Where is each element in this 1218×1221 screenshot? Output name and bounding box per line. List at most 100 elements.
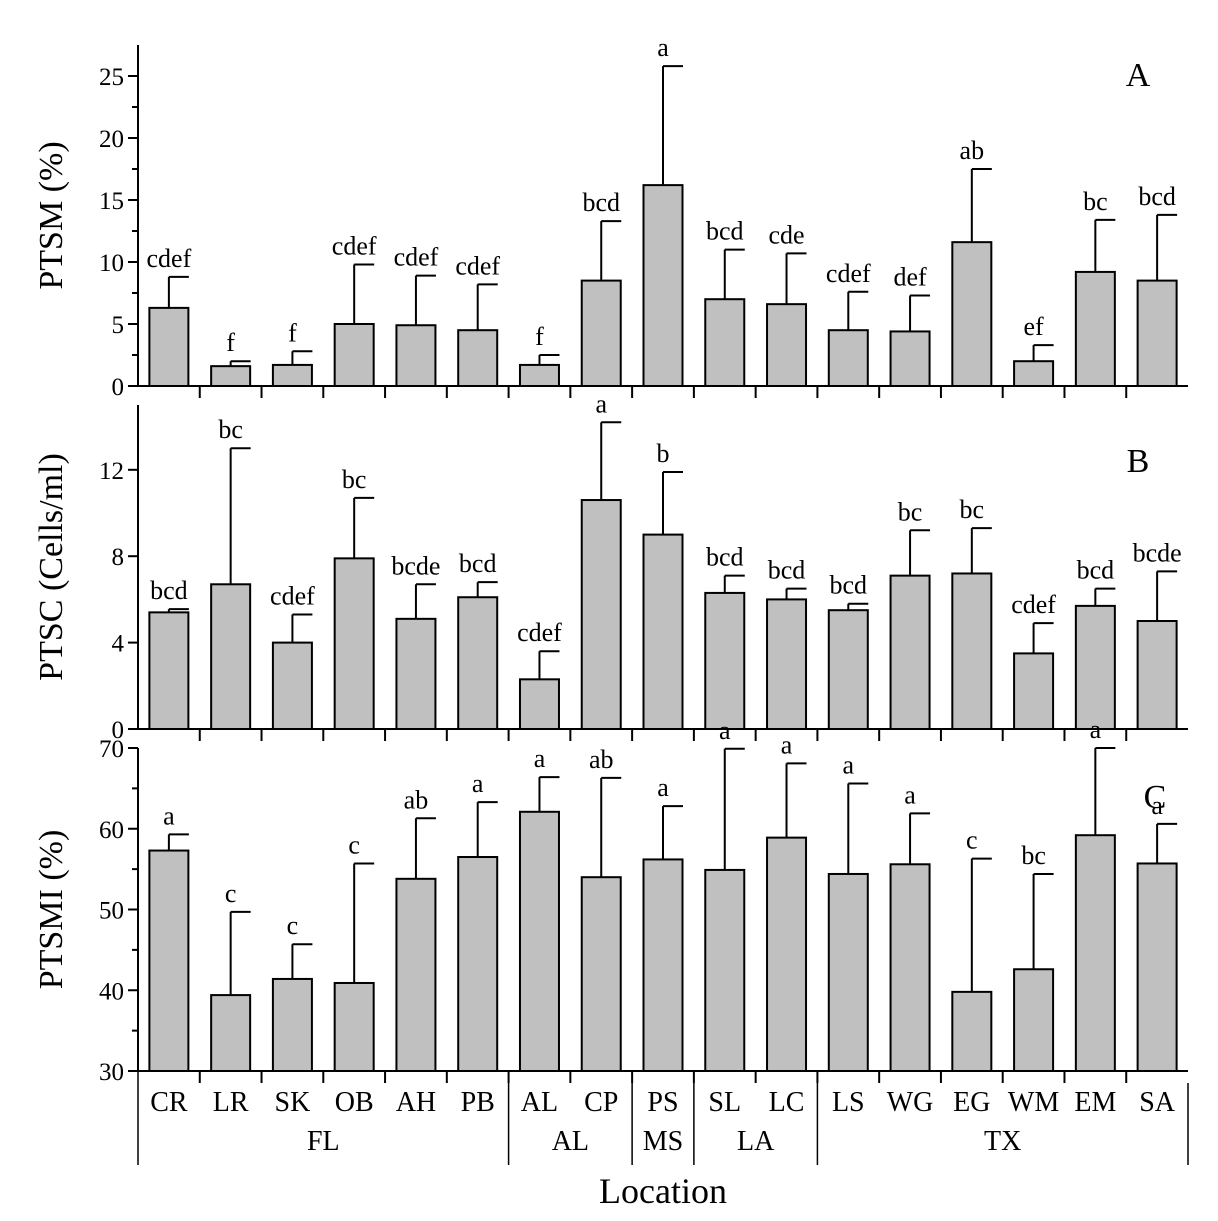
- bar: [1136, 862, 1178, 1072]
- significance-label: cde: [768, 220, 804, 249]
- category-label: SK: [275, 1087, 311, 1118]
- significance-label: f: [288, 318, 297, 347]
- bar: [704, 591, 746, 730]
- significance-label: ef: [1023, 312, 1044, 341]
- significance-label: bcde: [391, 551, 440, 580]
- significance-label: c: [225, 879, 237, 908]
- significance-label: a: [904, 780, 916, 809]
- y-tick-label: 0: [112, 374, 125, 401]
- significance-label: bcd: [1138, 182, 1176, 211]
- significance-label: a: [1090, 715, 1102, 744]
- bar: [518, 678, 560, 731]
- panel-letter: B: [1127, 443, 1150, 480]
- bar: [518, 810, 560, 1072]
- bar: [148, 849, 190, 1072]
- bar: [1013, 360, 1055, 388]
- category-label: WG: [887, 1087, 934, 1118]
- group-label: FL: [307, 1126, 340, 1157]
- y-axis-title: PTSC (Cells/ml): [33, 453, 70, 681]
- bar: [271, 977, 313, 1073]
- bar: [951, 572, 993, 730]
- bar: [951, 990, 993, 1072]
- bar: [1013, 652, 1055, 731]
- significance-label: cdef: [826, 259, 871, 288]
- group-label: AL: [552, 1126, 589, 1157]
- bar: [395, 324, 437, 387]
- significance-label: bcd: [1077, 556, 1115, 585]
- bar: [766, 303, 808, 387]
- category-label: EM: [1074, 1087, 1116, 1118]
- significance-label: c: [348, 830, 360, 859]
- category-label: CP: [584, 1087, 618, 1118]
- significance-label: a: [534, 744, 546, 773]
- y-tick-label: 30: [99, 1059, 124, 1086]
- bar: [457, 329, 499, 388]
- category-label: PS: [647, 1087, 678, 1118]
- significance-label: cdef: [332, 231, 377, 260]
- significance-label: bcd: [830, 571, 868, 600]
- bar: [333, 981, 375, 1072]
- significance-label: a: [472, 769, 484, 798]
- significance-label: bcd: [706, 543, 744, 572]
- bar: [148, 306, 190, 388]
- bar: [333, 557, 375, 730]
- category-label: SL: [708, 1087, 741, 1118]
- significance-label: a: [595, 389, 607, 418]
- x-axis: CR LR SK OB AH PB AL CP PS SL LC LS WG EG WM EM SA FL AL MS…: [137, 1071, 1189, 1211]
- category-label: LS: [832, 1087, 865, 1118]
- bar: [766, 598, 808, 731]
- bar: [889, 574, 931, 731]
- significance-label: a: [843, 751, 855, 780]
- group-label: TX: [984, 1126, 1021, 1157]
- y-tick-label: 5: [112, 312, 125, 339]
- bar: [210, 583, 252, 731]
- y-tick-label: 10: [99, 250, 124, 277]
- group-label: MS: [643, 1126, 683, 1157]
- significance-label: a: [657, 33, 669, 62]
- significance-label: bcd: [706, 217, 744, 246]
- significance-label: a: [719, 716, 731, 745]
- y-axis-title: PTSM (%): [33, 141, 70, 289]
- category-label: WM: [1008, 1087, 1059, 1118]
- significance-label: f: [226, 328, 235, 357]
- bar: [827, 872, 869, 1072]
- y-tick-label: 12: [99, 458, 124, 485]
- category-label: LC: [769, 1087, 805, 1118]
- significance-label: bc: [960, 495, 985, 524]
- y-tick-label: 4: [112, 631, 125, 658]
- significance-label: c: [966, 826, 978, 855]
- category-label: LR: [213, 1087, 249, 1118]
- bar: [271, 363, 313, 388]
- significance-label: cdef: [1011, 590, 1056, 619]
- bar: [642, 184, 684, 387]
- bar: [827, 609, 869, 731]
- bar: [395, 617, 437, 731]
- significance-label: bc: [342, 465, 367, 494]
- bar: [704, 868, 746, 1072]
- bar: [1136, 620, 1178, 730]
- significance-label: bcd: [459, 549, 497, 578]
- bar: [457, 596, 499, 730]
- bar: [951, 241, 993, 387]
- bar: [889, 330, 931, 388]
- significance-label: cdef: [455, 251, 500, 280]
- y-tick-label: 20: [99, 126, 124, 153]
- y-tick-label: 25: [99, 64, 124, 91]
- x-axis-title: Location: [599, 1171, 727, 1211]
- bar: [457, 856, 499, 1073]
- significance-label: cdef: [517, 618, 562, 647]
- y-tick-label: 70: [99, 736, 124, 763]
- bar: [704, 298, 746, 388]
- y-axis-title: PTSMI (%): [33, 830, 70, 990]
- bar: [642, 533, 684, 730]
- bar: [580, 876, 622, 1073]
- bar: [148, 611, 190, 730]
- category-label: CR: [150, 1087, 188, 1118]
- significance-label: bc: [1083, 187, 1108, 216]
- y-tick-label: 50: [99, 898, 124, 925]
- significance-label: a: [1151, 791, 1163, 820]
- bar: [766, 836, 808, 1072]
- bar: [1074, 604, 1116, 731]
